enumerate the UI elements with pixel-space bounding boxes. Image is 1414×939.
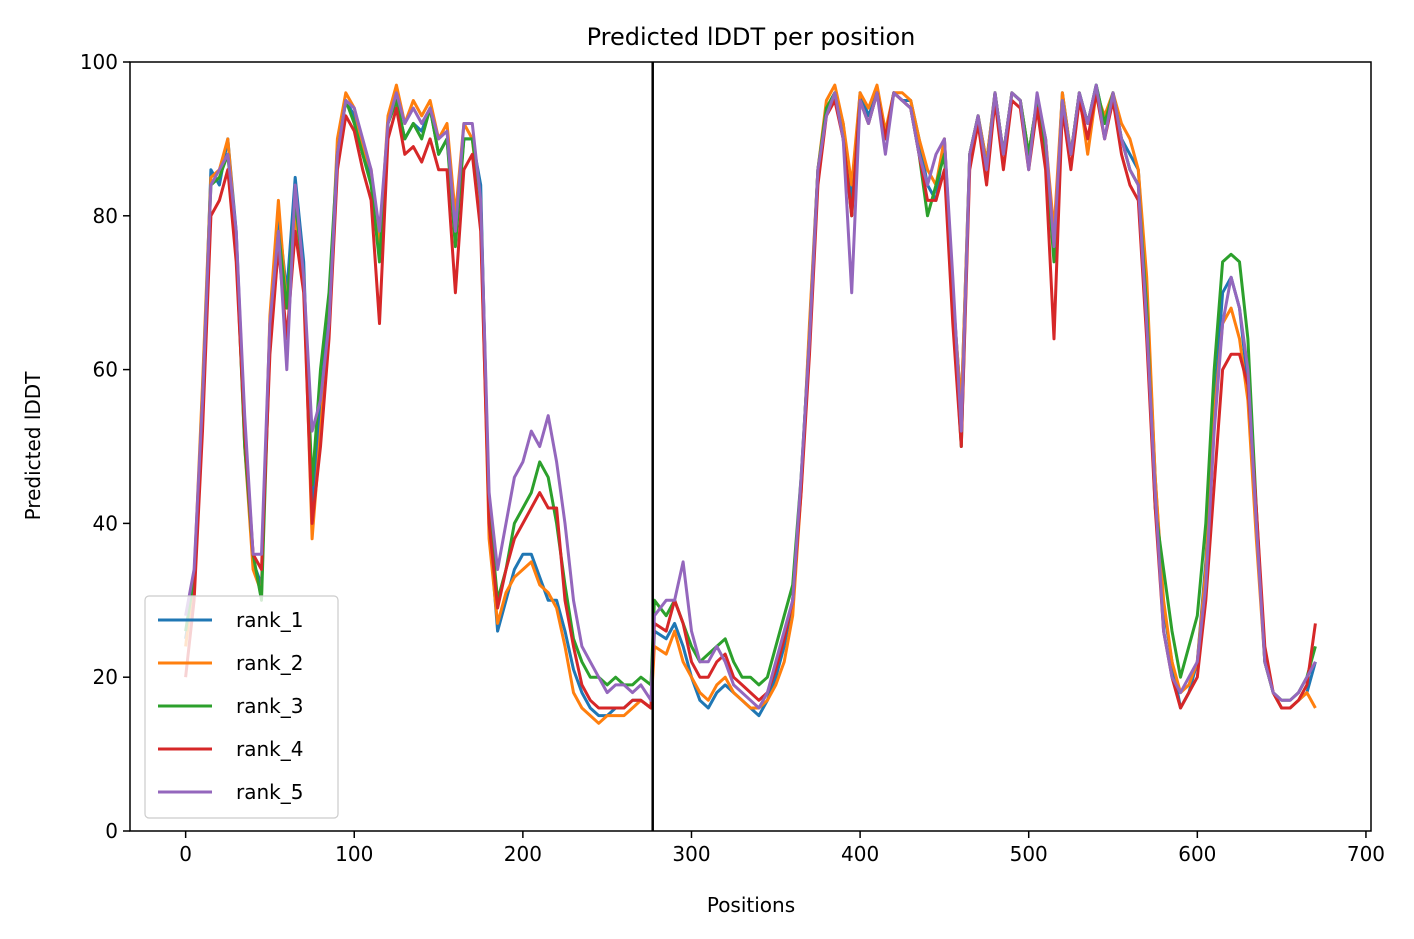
x-tick-label: 400 xyxy=(841,842,879,866)
legend-label-rank_5: rank_5 xyxy=(236,780,303,804)
series-line-rank_1 xyxy=(184,83,1317,718)
legend-label-rank_2: rank_2 xyxy=(236,651,303,675)
x-tick-label: 0 xyxy=(179,842,192,866)
y-tick-label: 0 xyxy=(105,819,118,843)
series-line-rank_3 xyxy=(184,83,1317,702)
x-tick-label: 700 xyxy=(1347,842,1385,866)
series-layer xyxy=(184,83,1317,725)
y-tick-label: 80 xyxy=(93,204,118,228)
series-line-rank_5 xyxy=(184,83,1317,710)
legend: rank_1 rank_2 rank_3 rank_4 rank_5 xyxy=(144,595,339,819)
y-tick-label: 40 xyxy=(93,511,118,535)
legend-box xyxy=(144,595,339,819)
y-tick-label: 20 xyxy=(93,665,118,689)
y-tick-label: 100 xyxy=(80,50,118,74)
legend-label-rank_4: rank_4 xyxy=(236,737,303,761)
legend-label-rank_3: rank_3 xyxy=(236,694,303,718)
y-tick-label: 60 xyxy=(93,358,118,382)
x-tick-label: 500 xyxy=(1010,842,1048,866)
x-axis-label: Positions xyxy=(707,893,795,917)
legend-label-rank_1: rank_1 xyxy=(236,608,303,632)
x-axis: 0 100 200 300 400 500 600 700 xyxy=(179,831,1385,866)
x-tick-label: 300 xyxy=(672,842,710,866)
x-tick-label: 200 xyxy=(504,842,542,866)
plot-frame xyxy=(129,61,1372,832)
series-line-rank_4 xyxy=(184,91,1317,710)
series-line-rank_2 xyxy=(184,83,1317,725)
x-tick-label: 600 xyxy=(1178,842,1216,866)
chart-title: Predicted lDDT per position xyxy=(587,23,916,51)
y-axis: 0 20 40 60 80 100 xyxy=(80,50,130,843)
y-axis-label: Predicted lDDT xyxy=(21,371,45,521)
x-tick-label: 100 xyxy=(335,842,373,866)
